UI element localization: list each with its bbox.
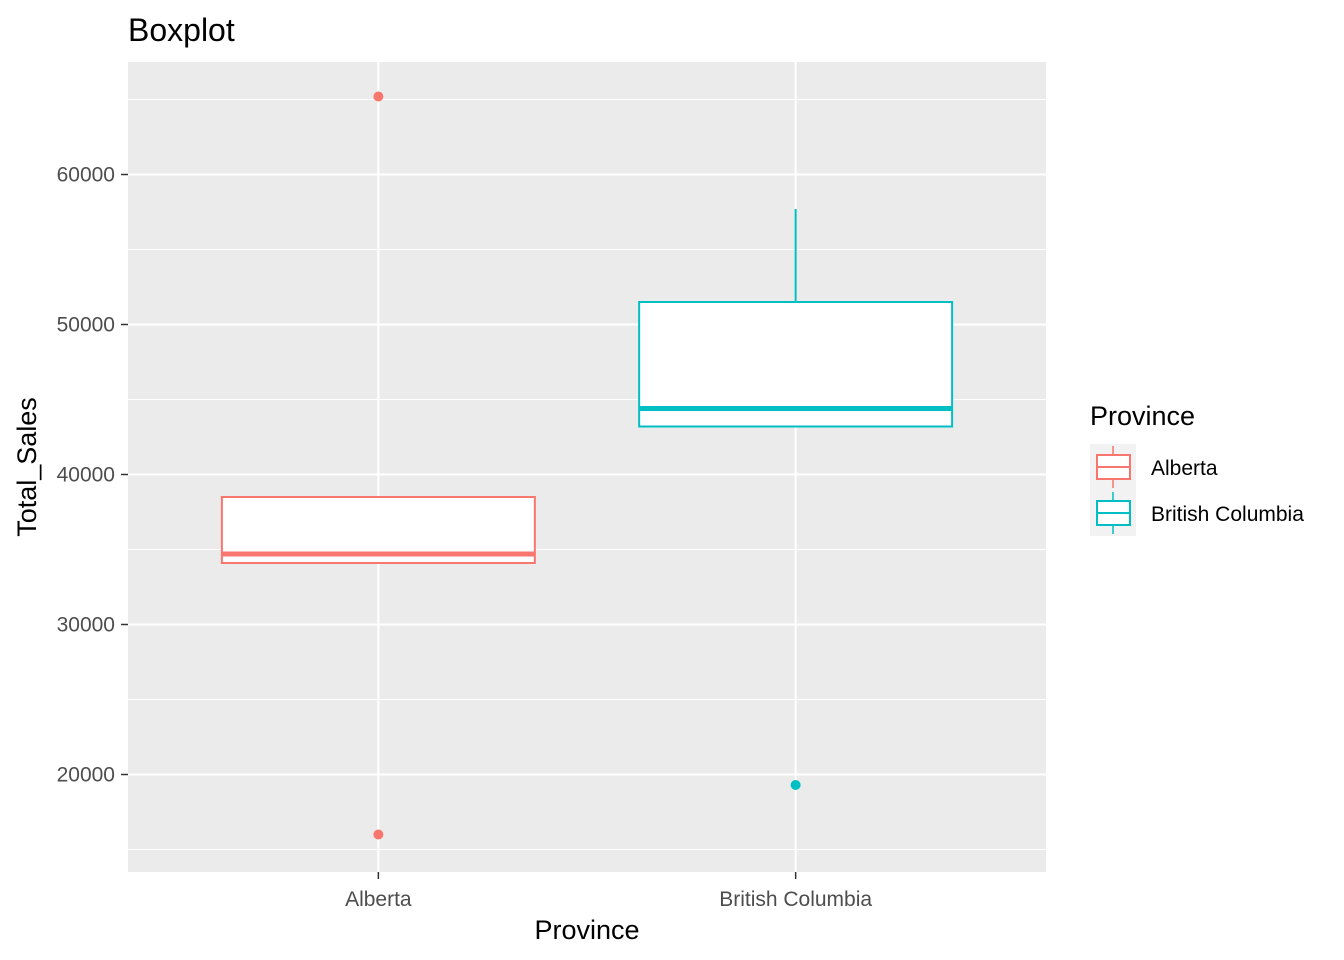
y-axis-title: Total_Sales: [12, 397, 42, 537]
legend-label: British Columbia: [1151, 503, 1304, 526]
x-tick-label: Alberta: [345, 888, 412, 911]
plot-panel: [128, 62, 1046, 872]
boxes: [220, 91, 954, 840]
legend-title: Province: [1090, 401, 1195, 431]
y-tick-label: 50000: [57, 314, 115, 337]
legend-label: Alberta: [1151, 457, 1218, 480]
x-axis: Alberta British Columbia: [345, 872, 872, 911]
legend: Province Alberta British Columbia: [1090, 401, 1304, 536]
chart-title: Boxplot: [128, 12, 235, 48]
y-tick-label: 20000: [57, 764, 115, 787]
y-tick-label: 30000: [57, 614, 115, 637]
y-axis: 20000 30000 40000 50000 60000: [57, 164, 128, 787]
x-tick-label: British Columbia: [719, 888, 872, 911]
legend-key-british-columbia: [1090, 490, 1136, 536]
outlier-point: [373, 829, 384, 840]
outlier-point: [373, 91, 384, 102]
box-alberta: [220, 91, 536, 840]
legend-key-alberta: [1090, 444, 1136, 490]
box-british-columbia: [638, 209, 954, 790]
outlier-point: [790, 780, 801, 790]
x-axis-title: Province: [534, 915, 639, 945]
box-iqr: [638, 301, 954, 428]
y-tick-label: 60000: [57, 164, 115, 187]
y-tick-label: 40000: [57, 464, 115, 487]
